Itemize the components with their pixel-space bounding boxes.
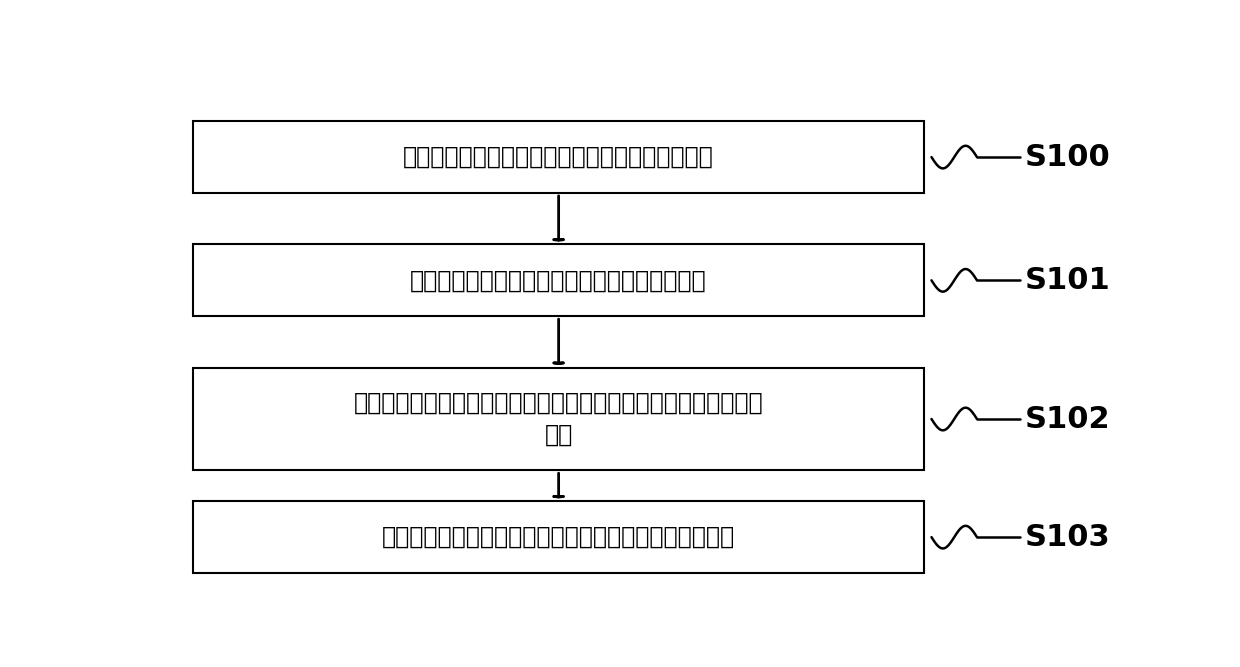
Text: 根据所述底面轮廓线得到双脚的底面闭合轮廓线: 根据所述底面轮廓线得到双脚的底面闭合轮廓线: [410, 268, 707, 292]
Text: S101: S101: [1024, 266, 1111, 295]
Text: S103: S103: [1024, 523, 1110, 552]
Text: S100: S100: [1024, 143, 1111, 171]
Text: 在预设位置控制第二摄像头拍摄得脚部侧面照片得到双脚的侧面轮
廓线: 在预设位置控制第二摄像头拍摄得脚部侧面照片得到双脚的侧面轮 廓线: [353, 392, 764, 447]
Bar: [193, 121, 924, 193]
Bar: [193, 368, 924, 470]
Bar: [193, 244, 924, 316]
Text: 控制第一摄像头实时拍摄脚部底面得到底面轮廓线: 控制第一摄像头实时拍摄脚部底面得到底面轮廓线: [403, 145, 714, 169]
Text: 根据上述底面闭合轮廓线和侧面轮廓线建立得到三维脚型: 根据上述底面闭合轮廓线和侧面轮廓线建立得到三维脚型: [382, 525, 735, 549]
Bar: [193, 501, 924, 573]
Text: S102: S102: [1024, 404, 1110, 434]
